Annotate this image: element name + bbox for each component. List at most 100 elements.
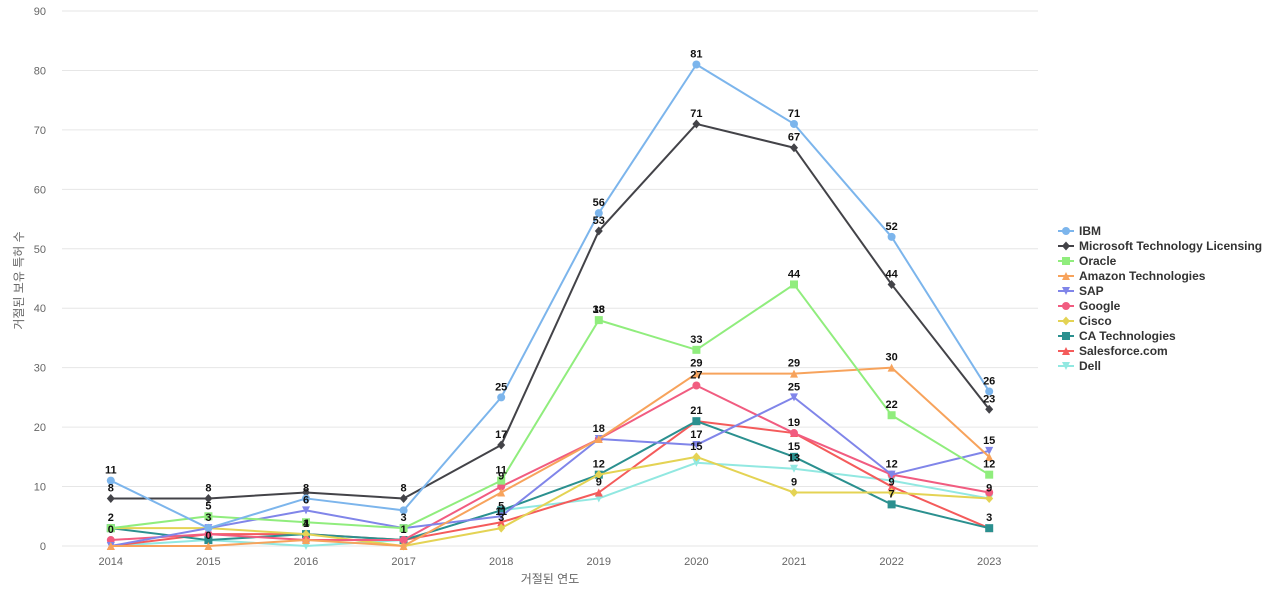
- data-point[interactable]: [204, 524, 213, 533]
- data-point[interactable]: [692, 345, 701, 354]
- data-point[interactable]: [497, 440, 506, 450]
- data-point[interactable]: [399, 536, 408, 545]
- data-point[interactable]: [692, 119, 701, 129]
- legend-item[interactable]: IBM: [1058, 224, 1101, 238]
- data-point[interactable]: [985, 404, 994, 414]
- data-point[interactable]: [692, 381, 701, 390]
- data-label: 53: [593, 215, 605, 227]
- series-line: [110, 420, 990, 547]
- data-label: 1: [303, 518, 309, 530]
- legend-marker: [1062, 241, 1070, 251]
- series-oracle: [106, 280, 994, 533]
- data-point[interactable]: [790, 143, 798, 153]
- data-point[interactable]: [692, 60, 701, 69]
- data-point[interactable]: [204, 493, 213, 503]
- data-point[interactable]: [204, 542, 213, 550]
- data-label: 21: [690, 405, 702, 417]
- data-point[interactable]: [302, 536, 310, 545]
- data-point[interactable]: [887, 232, 896, 241]
- legend-item[interactable]: Dell: [1058, 359, 1101, 373]
- data-point[interactable]: [204, 530, 213, 539]
- data-point[interactable]: [594, 435, 603, 443]
- data-point[interactable]: [887, 363, 896, 372]
- data-point[interactable]: [692, 369, 701, 378]
- legend-marker: [1062, 287, 1070, 295]
- data-point[interactable]: [985, 446, 994, 455]
- data-point[interactable]: [790, 452, 798, 461]
- data-point[interactable]: [204, 512, 213, 521]
- data-point[interactable]: [887, 470, 896, 479]
- data-label: 26: [983, 375, 995, 387]
- data-point[interactable]: [985, 488, 994, 497]
- data-point[interactable]: [692, 452, 701, 462]
- data-point[interactable]: [594, 209, 603, 218]
- legend-item[interactable]: Salesforce.com: [1058, 344, 1168, 358]
- data-point[interactable]: [985, 470, 994, 479]
- data-point[interactable]: [887, 500, 896, 509]
- data-point[interactable]: [497, 518, 506, 527]
- series-ca-technologies: [106, 417, 994, 545]
- data-point[interactable]: [497, 512, 506, 521]
- data-point[interactable]: [497, 476, 506, 485]
- data-point[interactable]: [790, 488, 798, 497]
- data-point[interactable]: [594, 470, 603, 480]
- data-point[interactable]: [887, 482, 896, 491]
- data-point[interactable]: [790, 119, 798, 128]
- data-point[interactable]: [985, 524, 994, 533]
- data-label: 71: [690, 108, 702, 120]
- data-label: 4: [303, 518, 310, 530]
- data-label: 0: [108, 524, 114, 536]
- data-point[interactable]: [399, 506, 408, 515]
- data-point[interactable]: [692, 417, 701, 426]
- data-point[interactable]: [985, 387, 994, 396]
- legend-item[interactable]: Google: [1058, 299, 1121, 313]
- data-point[interactable]: [204, 536, 213, 545]
- y-tick-label: 90: [34, 6, 46, 18]
- data-point[interactable]: [106, 524, 115, 533]
- y-tick-label: 60: [34, 184, 46, 196]
- data-point[interactable]: [497, 523, 506, 533]
- legend-item[interactable]: SAP: [1058, 284, 1104, 298]
- data-point[interactable]: [985, 452, 994, 461]
- data-point[interactable]: [106, 542, 115, 550]
- series-line: [110, 283, 990, 530]
- data-point[interactable]: [692, 440, 701, 449]
- data-point[interactable]: [497, 488, 506, 497]
- data-point[interactable]: [594, 316, 603, 325]
- data-point[interactable]: [594, 488, 603, 497]
- data-point[interactable]: [302, 488, 310, 497]
- legend-item[interactable]: Amazon Technologies: [1058, 269, 1206, 283]
- data-point[interactable]: [887, 476, 896, 485]
- data-point[interactable]: [887, 488, 896, 497]
- data-point[interactable]: [497, 393, 506, 402]
- data-point[interactable]: [302, 529, 310, 539]
- data-point[interactable]: [692, 458, 701, 467]
- data-point[interactable]: [302, 494, 310, 503]
- data-point[interactable]: [790, 280, 798, 289]
- data-point[interactable]: [887, 411, 896, 420]
- data-point[interactable]: [399, 542, 408, 550]
- data-point[interactable]: [106, 476, 115, 485]
- data-label: 11: [105, 465, 117, 477]
- data-point[interactable]: [790, 369, 798, 378]
- data-point[interactable]: [497, 506, 506, 515]
- series-amazon-technologies: [106, 363, 994, 550]
- data-label: 52: [885, 221, 897, 233]
- data-point[interactable]: [790, 429, 798, 438]
- data-point[interactable]: [887, 279, 896, 289]
- data-point[interactable]: [399, 524, 408, 533]
- data-point[interactable]: [106, 493, 115, 503]
- data-point[interactable]: [302, 518, 310, 527]
- data-point[interactable]: [985, 493, 994, 503]
- legend-item[interactable]: CA Technologies: [1058, 329, 1176, 343]
- legend-item[interactable]: Oracle: [1058, 254, 1117, 268]
- legend-item[interactable]: Microsoft Technology Licensing: [1058, 239, 1262, 253]
- data-point[interactable]: [302, 506, 310, 515]
- data-point[interactable]: [399, 493, 408, 503]
- series-line: [110, 366, 990, 547]
- legend-item[interactable]: Cisco: [1058, 314, 1112, 328]
- data-point[interactable]: [594, 226, 603, 236]
- data-point[interactable]: [790, 393, 798, 402]
- data-point[interactable]: [790, 464, 798, 473]
